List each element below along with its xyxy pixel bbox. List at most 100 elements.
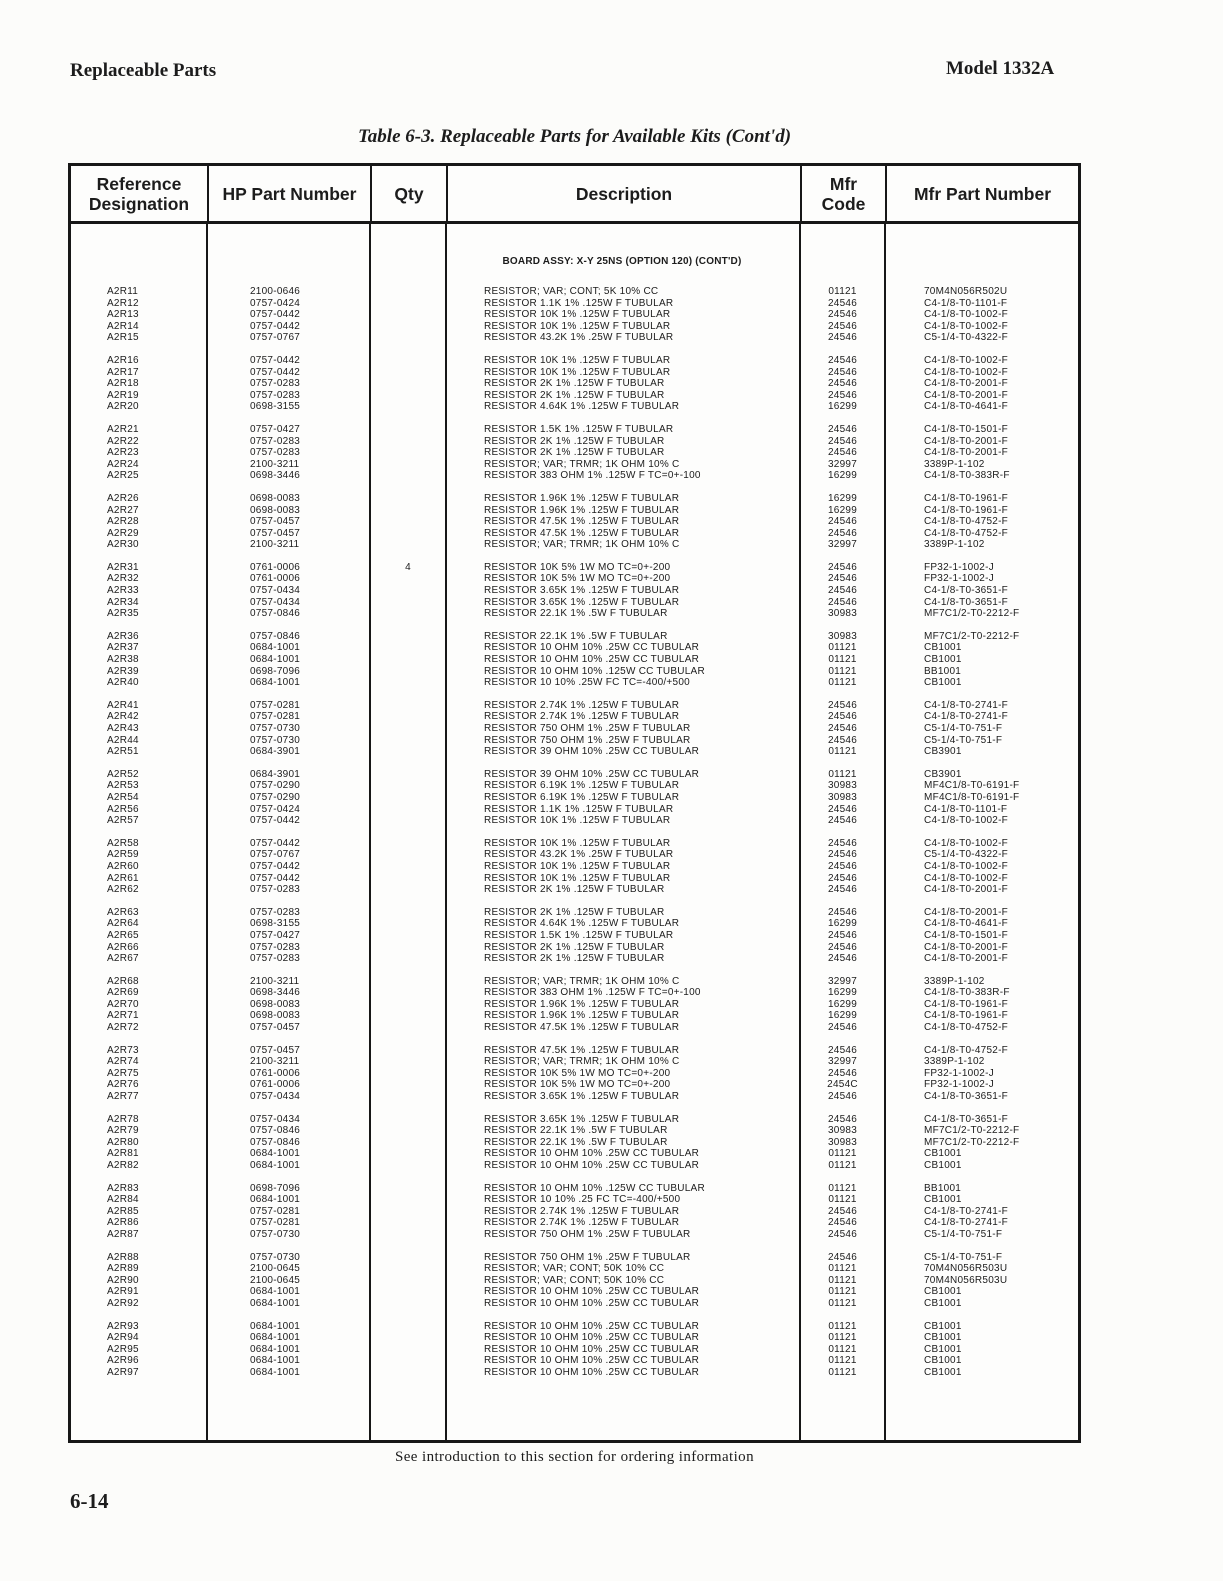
cell-mfr-code: 24546 (827, 953, 858, 965)
column-divider (799, 224, 801, 1440)
cell-mfr-code: 01121 (828, 1160, 857, 1171)
cell-mfr-part-number: C5-1/4-T0-751-F (924, 1228, 1003, 1240)
cell-mfr-part-number: C4-1/8-T0-2001-F (924, 941, 1009, 953)
cell-mfr-code: 24546 (827, 1067, 858, 1079)
cell-mfr-part-number: C5-1/4-T0-751-F (924, 734, 1003, 746)
cell-mfr-part-number: C4-1/8-T0-1002-F (924, 366, 1009, 378)
table-row: A2R51 0684-3901 RESISTOR 39 OHM 10% .25W C… (71, 746, 1078, 758)
cell-description: RESISTOR 1.1K 1% .125W F TUBULAR (484, 803, 674, 815)
cell-ref-designation: A2R19 (107, 389, 139, 401)
cell-ref-designation: A2R12 (107, 297, 139, 309)
cell-ref-designation: A2R73 (107, 1044, 139, 1056)
cell-mfr-part-number: C4-1/8-T0-3651-F (924, 585, 1009, 597)
table-row: A2R85 0757-0281 RESISTOR 2.74K 1% .125W F … (71, 1206, 1078, 1218)
table-row: A2R16 0757-0442 RESISTOR 10K 1% .125W F TU… (71, 355, 1078, 367)
cell-qty (370, 573, 446, 585)
cell-qty (370, 769, 446, 781)
cell-mfr-code: 24546 (827, 1205, 858, 1217)
cell-description: RESISTOR 10K 1% .125W F TUBULAR (484, 815, 671, 827)
column-divider (884, 224, 886, 1440)
cell-description: RESISTOR 383 OHM 1% .125W F TC=0+-100 (484, 987, 701, 999)
cell-qty (370, 723, 446, 735)
cell-mfr-part-number: CB1001 (924, 642, 962, 654)
cell-hp-part-number: 2100-0646 (250, 286, 301, 297)
cell-mfr-part-number: C5-1/4-T0-751-F (924, 1251, 1003, 1263)
cell-ref-designation: A2R27 (107, 504, 139, 516)
cell-mfr-code: 01121 (828, 1366, 857, 1378)
table-row: A2R33 0757-0434 RESISTOR 3.65K 1% .125W F … (71, 585, 1078, 597)
cell-ref-designation: A2R32 (107, 573, 139, 585)
cell-mfr-part-number: C4-1/8-T0-4641-F (924, 918, 1009, 930)
cell-qty (370, 907, 446, 919)
cell-mfr-part-number: CB1001 (924, 677, 962, 689)
cell-description: RESISTOR 1.1K 1% .125W F TUBULAR (484, 297, 674, 309)
cell-qty (370, 746, 446, 758)
cell-hp-part-number: 0757-0442 (250, 872, 301, 884)
cell-mfr-part-number: FP32-1-1002-J (924, 561, 994, 573)
cell-hp-part-number: 0698-0083 (250, 504, 301, 516)
cell-hp-part-number: 0757-0442 (250, 860, 301, 872)
cell-mfr-part-number: 70M4N056R503U (924, 1263, 1008, 1275)
cell-description: RESISTOR 1.96K 1% .125W F TUBULAR (484, 492, 680, 504)
cell-qty (370, 1355, 446, 1367)
cell-mfr-part-number: 3389P-1-102 (924, 1056, 985, 1068)
cell-ref-designation: A2R80 (107, 1136, 139, 1148)
cell-mfr-part-number: C4-1/8-T0-2001-F (924, 884, 1009, 896)
cell-qty (370, 838, 446, 850)
cell-hp-part-number: 0684-1001 (250, 1286, 301, 1298)
cell-ref-designation: A2R63 (107, 906, 139, 918)
cell-qty (370, 436, 446, 448)
cell-hp-part-number: 0698-3155 (250, 401, 301, 413)
cell-description: RESISTOR 2K 1% .125W F TUBULAR (484, 953, 665, 965)
cell-ref-designation: A2R69 (107, 987, 139, 999)
cell-mfr-part-number: 3389P-1-102 (924, 458, 985, 470)
cell-mfr-part-number: C4-1/8-T0-1002-F (924, 354, 1009, 366)
cell-qty (370, 401, 446, 413)
cell-qty (370, 677, 446, 689)
cell-qty (370, 1079, 446, 1091)
cell-ref-designation: A2R96 (107, 1355, 139, 1367)
cell-mfr-part-number: C4-1/8-T0-4752-F (924, 1022, 1009, 1034)
cell-hp-part-number: 0757-0442 (250, 354, 301, 366)
cell-qty (370, 470, 446, 482)
table-row: A2R29 0757-0457 RESISTOR 47.5K 1% .125W F … (71, 528, 1078, 540)
cell-qty (370, 585, 446, 597)
table-row: A2R21 0757-0427 RESISTOR 1.5K 1% .125W F T… (71, 424, 1078, 436)
cell-hp-part-number: 0757-0442 (250, 309, 301, 321)
cell-description: RESISTOR 2.74K 1% .125W F TUBULAR (484, 711, 680, 723)
cell-qty (370, 298, 446, 310)
page-number: 6-14 (70, 1489, 109, 1513)
cell-qty (370, 1252, 446, 1264)
cell-ref-designation: A2R65 (107, 929, 139, 941)
cell-hp-part-number: 0757-0457 (250, 516, 301, 528)
cell-qty (370, 976, 446, 988)
table-row: A2R71 0698-0083 RESISTOR 1.96K 1% .125W F … (71, 1010, 1078, 1022)
cell-mfr-part-number: C4-1/8-T0-1101-F (924, 803, 1008, 815)
cell-qty (370, 459, 446, 471)
cell-qty (370, 631, 446, 643)
cell-qty (370, 1217, 446, 1229)
table-row: A2R24 2100-3211 RESISTOR; VAR; TRMR; 1K OH… (71, 459, 1078, 471)
cell-description: RESISTOR 10 10% .25 FC TC=-400/+500 (484, 1194, 681, 1206)
cell-description: RESISTOR 39 OHM 10% .25W CC TUBULAR (484, 746, 700, 758)
cell-hp-part-number: 0698-0083 (250, 492, 301, 504)
cell-mfr-code: 24546 (827, 929, 858, 941)
cell-hp-part-number: 0757-0442 (250, 366, 301, 378)
cell-mfr-code: 01121 (828, 1274, 857, 1286)
row-group: A2R63 0757-0283 RESISTOR 2K 1% .125W F TUB… (71, 907, 1078, 965)
cell-hp-part-number: 0757-0283 (250, 941, 301, 953)
cell-mfr-part-number: C5-1/4-T0-751-F (924, 723, 1003, 734)
cell-mfr-code: 24546 (827, 378, 858, 390)
cell-qty: 4 (405, 561, 411, 573)
cell-mfr-code: 24546 (827, 309, 858, 321)
column-header-mfr-part-number: Mfr Part Number (885, 166, 1078, 221)
table-row: A2R74 2100-3211 RESISTOR; VAR; TRMR; 1K OH… (71, 1056, 1078, 1068)
cell-mfr-part-number: C4-1/8-T0-1961-F (924, 492, 1009, 504)
cell-ref-designation: A2R39 (107, 665, 139, 677)
cell-mfr-part-number: CB1001 (924, 1297, 962, 1309)
table-row: A2R80 0757-0846 RESISTOR 22.1K 1% .5W F TU… (71, 1137, 1078, 1149)
cell-ref-designation: A2R97 (107, 1366, 139, 1378)
cell-ref-designation: A2R67 (107, 953, 139, 965)
cell-mfr-part-number: CB1001 (924, 1332, 962, 1344)
cell-mfr-part-number: MF7C1/2-T0-2212-F (924, 608, 1020, 620)
